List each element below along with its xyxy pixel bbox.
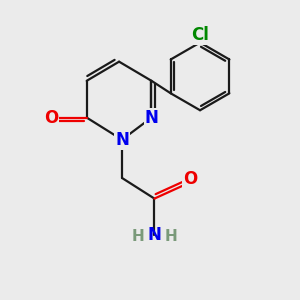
Text: N: N xyxy=(145,109,158,127)
Text: N: N xyxy=(148,226,161,244)
Text: O: O xyxy=(44,109,58,127)
Text: N: N xyxy=(115,131,129,149)
Text: O: O xyxy=(183,170,197,188)
Text: H: H xyxy=(132,230,145,244)
Text: Cl: Cl xyxy=(191,26,209,44)
Text: H: H xyxy=(164,230,177,244)
